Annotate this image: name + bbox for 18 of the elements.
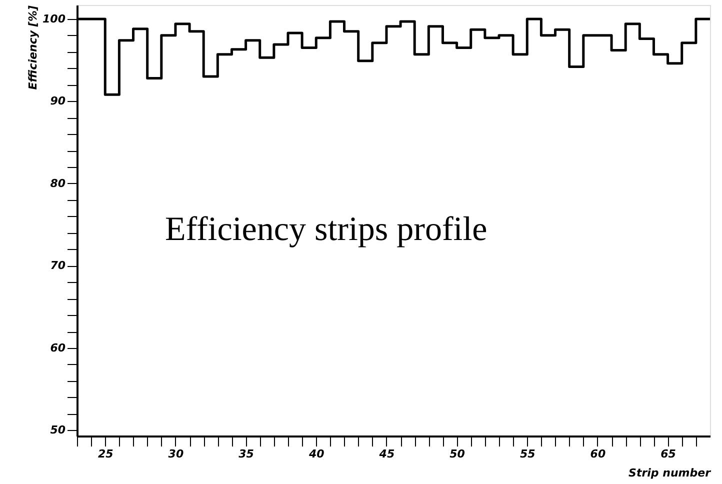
x-tick-label: 45 <box>378 448 395 460</box>
y-tick-label: 100 <box>42 12 66 26</box>
x-tick-label: 65 <box>660 448 676 460</box>
y-tick-label: 90 <box>50 94 66 108</box>
y-tick-label: 70 <box>50 259 66 272</box>
x-tick-label: 40 <box>308 448 325 460</box>
x-tick-label: 60 <box>590 448 606 460</box>
x-tick-label: 35 <box>238 448 254 460</box>
x-tick-label: 50 <box>450 448 466 460</box>
y-tick-label: 50 <box>50 424 66 437</box>
y-tick-label: 60 <box>50 341 66 354</box>
y-tick-label: 80 <box>50 176 66 190</box>
y-axis-title: Efficiency [%] <box>26 6 40 90</box>
annotation: Efficiency strips profile <box>165 211 488 248</box>
x-axis-title: Strip number <box>628 466 712 480</box>
x-tick-label: 25 <box>98 448 114 460</box>
x-tick-label: 55 <box>520 448 536 460</box>
x-tick-label: 30 <box>168 448 184 460</box>
